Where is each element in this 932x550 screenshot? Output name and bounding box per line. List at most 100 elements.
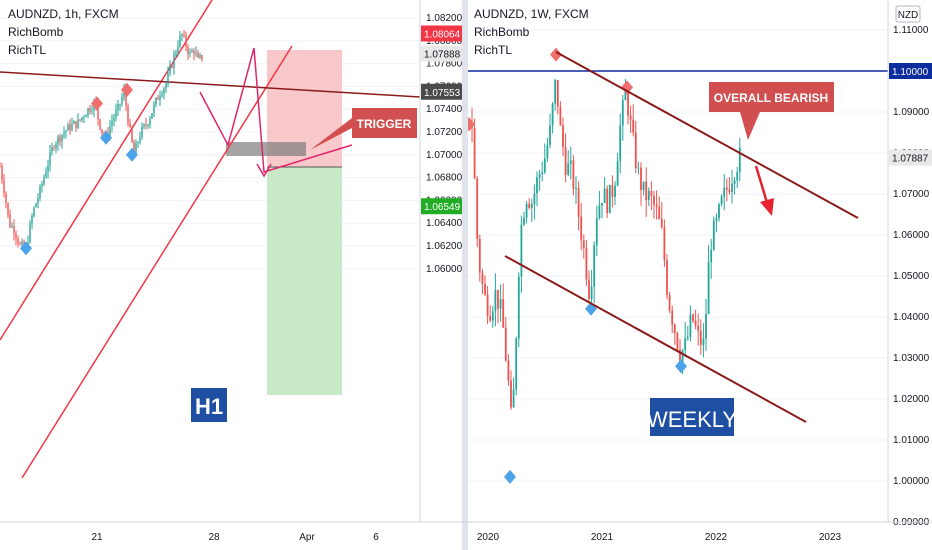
price-tag-target — [421, 198, 463, 215]
weekly-candle — [554, 79, 557, 104]
h1-candle — [145, 124, 147, 126]
currency-badge[interactable]: NZD — [895, 5, 921, 23]
left-x-tick: 28 — [208, 532, 220, 543]
weekly-candle — [725, 187, 728, 190]
weekly-candle — [499, 299, 502, 309]
weekly-candle — [640, 167, 642, 190]
right-y-tick: 1.06000 — [893, 230, 930, 241]
channel-upper-line[interactable] — [0, 0, 213, 341]
price-tag-text-last: 1.07888 — [424, 50, 461, 61]
left-y-tick: 1.07000 — [426, 150, 463, 161]
pivot-low-marker — [504, 469, 516, 484]
price-tag-level — [889, 63, 932, 79]
left-y-tick: 1.06200 — [426, 241, 463, 252]
bearish-callout[interactable]: OVERALL BEARISH — [709, 82, 834, 140]
trigger-callout[interactable]: TRIGGER — [310, 108, 417, 150]
weekly-candle — [556, 79, 559, 107]
h1-candle — [33, 207, 35, 216]
h1-candle — [97, 108, 99, 120]
weekly-candle — [650, 190, 653, 196]
weekly-upper-trendline[interactable] — [555, 51, 859, 219]
weekly-candle — [520, 224, 523, 277]
trigger-zone[interactable] — [226, 142, 306, 156]
h1-candle — [199, 55, 201, 58]
weekly-lower-trendline[interactable] — [504, 255, 807, 423]
h1-candle — [177, 46, 179, 53]
h1-candle — [0, 166, 1, 168]
right-price-axis[interactable]: 1.110001.100001.090001.080001.070001.060… — [889, 25, 932, 528]
h1-candle — [77, 119, 79, 129]
right-y-tick: 1.03000 — [893, 353, 930, 364]
weekly-candle — [575, 188, 577, 190]
weekly-candle — [538, 174, 541, 178]
left-grid — [0, 17, 420, 270]
h1-candle — [119, 104, 121, 106]
weekly-candle — [562, 125, 564, 147]
h1-candle — [53, 147, 55, 149]
h1-candle — [99, 119, 101, 130]
h1-candle — [69, 124, 71, 130]
weekly-candle — [603, 188, 606, 204]
h1-candle — [9, 214, 11, 228]
left-y-tick: 1.06400 — [426, 218, 463, 229]
weekly-candle — [655, 204, 658, 207]
weekly-label-text: WEEKLY — [647, 407, 737, 432]
weekly-candle — [580, 216, 583, 241]
weekly-candle — [494, 289, 497, 312]
weekly-candle — [595, 218, 598, 246]
weekly-candle — [512, 389, 515, 408]
weekly-candle — [707, 262, 710, 315]
pivot-low-marker — [126, 147, 138, 162]
h1-candle — [65, 130, 67, 133]
weekly-candle — [608, 185, 611, 213]
weekly-candle — [731, 183, 733, 192]
h1-candle — [175, 52, 177, 55]
h1-candle — [73, 121, 75, 124]
right-y-tick: 1.05000 — [893, 271, 930, 282]
right-y-tick: 1.00000 — [893, 476, 930, 487]
channel-lower-line[interactable] — [21, 45, 293, 479]
left-price-axis[interactable]: 1.082001.080001.078001.076001.074001.072… — [421, 13, 463, 275]
h1-candle — [75, 121, 77, 129]
right-indicator-1: RichBomb — [474, 25, 530, 39]
weekly-candle — [473, 128, 476, 179]
time-axes[interactable]: 21 28 Apr 6 2020 2021 2022 2023 — [91, 532, 841, 543]
h1-label-text: H1 — [195, 394, 223, 419]
h1-candle — [5, 193, 7, 203]
weekly-candle — [567, 163, 570, 175]
left-y-tick: 1.07800 — [426, 59, 463, 70]
price-tag-last — [889, 149, 932, 166]
h1-candle — [191, 51, 193, 53]
resistance-trendline[interactable] — [0, 71, 421, 98]
h1-candle — [153, 104, 155, 114]
panel-divider[interactable] — [462, 0, 468, 550]
weekly-candle — [629, 115, 632, 120]
weekly-candle — [645, 181, 648, 201]
weekly-candle — [478, 238, 481, 273]
weekly-candle — [673, 324, 676, 333]
price-tag-text-level: 1.10000 — [892, 67, 929, 78]
weekly-candle — [702, 338, 705, 345]
h1-candle — [59, 136, 61, 142]
weekly-candle — [486, 294, 489, 317]
h1-candle — [61, 134, 63, 142]
weekly-candle — [658, 206, 661, 219]
weekly-candle — [619, 125, 622, 162]
right-y-tick: 1.02000 — [893, 394, 930, 405]
h1-candle — [197, 53, 199, 58]
h1-candle — [169, 65, 171, 74]
weekly-candle — [541, 172, 544, 175]
right-indicator-2: RichTL — [474, 43, 512, 57]
target-zone[interactable] — [267, 167, 342, 395]
h1-candle — [39, 186, 41, 199]
h1-label: H1 — [191, 388, 227, 422]
h1-candle — [143, 124, 145, 127]
weekly-candle — [491, 311, 494, 321]
h1-candle — [163, 88, 165, 95]
right-x-tick: 2022 — [705, 532, 728, 543]
weekly-candle — [697, 325, 700, 331]
h1-candle — [135, 143, 137, 155]
weekly-candle — [481, 272, 484, 284]
left-y-tick: 1.06800 — [426, 173, 463, 184]
